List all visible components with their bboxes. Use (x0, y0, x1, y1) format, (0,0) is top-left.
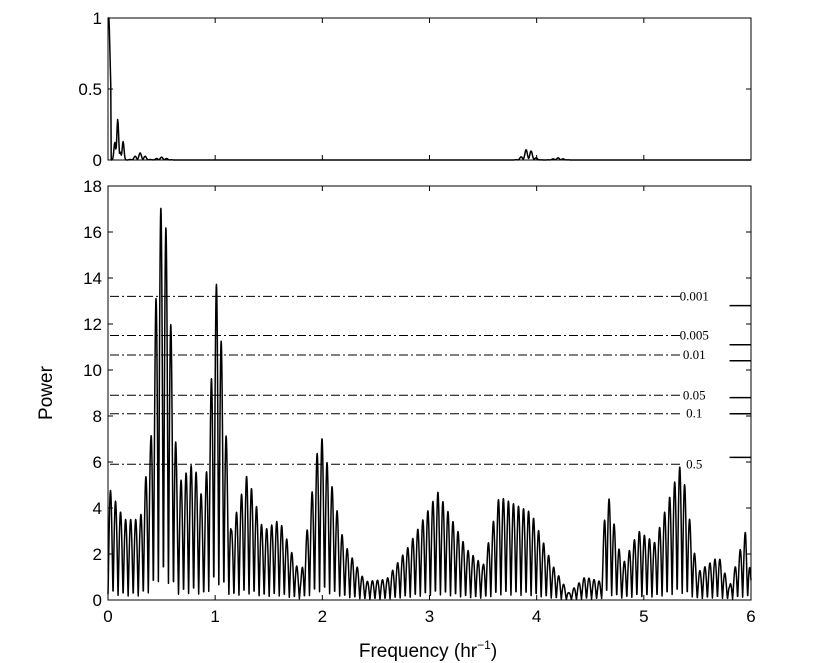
y-tick-label: 0 (93, 591, 102, 610)
x-tick-label: 1 (210, 607, 219, 626)
y-tick-label: 12 (83, 315, 102, 334)
significance-label: 0.01 (683, 347, 706, 362)
y-tick-label: 2 (93, 545, 102, 564)
y-tick-label: 8 (93, 407, 102, 426)
y-tick-label: 6 (93, 453, 102, 472)
periodogram-x-tick-labels: 0 1 2 3 4 5 6 (103, 607, 755, 626)
significance-levels: 0.001 0.005 0.01 0.05 0.1 0.5 (110, 288, 751, 471)
window-ticks (107, 17, 752, 161)
significance-label: 0.05 (683, 387, 706, 402)
significance-label: 0.1 (686, 406, 702, 421)
y-tick-label: 4 (93, 499, 102, 518)
periodogram-ticks (107, 185, 752, 601)
significance-label: 0.5 (686, 456, 702, 471)
x-tick-label: 2 (318, 607, 327, 626)
significance-label: 0.001 (680, 288, 709, 303)
x-axis-title: Frequency (hr−1) (359, 638, 497, 662)
x-tick-label: 3 (425, 607, 434, 626)
y-tick-label: 16 (83, 223, 102, 242)
window-y-tick-labels: 00.51 (78, 9, 102, 170)
window-frame (107, 17, 752, 161)
periodogram-y-tick-labels: 0 2 4 6 8 10 12 14 16 18 (83, 177, 102, 610)
y-tick-label: 14 (83, 269, 102, 288)
y-axis-title: Power (36, 365, 57, 420)
y-tick-label: 0 (93, 151, 102, 170)
significance-label: 0.005 (680, 328, 709, 343)
periodogram-series-line (107, 207, 752, 601)
y-tick-label: 10 (83, 361, 102, 380)
window-panel: 00.51 (78, 9, 752, 170)
x-tick-label: 5 (639, 607, 648, 626)
y-tick-label: 1 (93, 9, 102, 28)
y-tick-label: 0.5 (78, 80, 102, 99)
x-tick-label: 0 (103, 607, 112, 626)
window-series-line (107, 17, 752, 161)
x-tick-label: 4 (532, 607, 541, 626)
x-tick-label: 6 (746, 607, 755, 626)
y-tick-label: 18 (83, 177, 102, 196)
